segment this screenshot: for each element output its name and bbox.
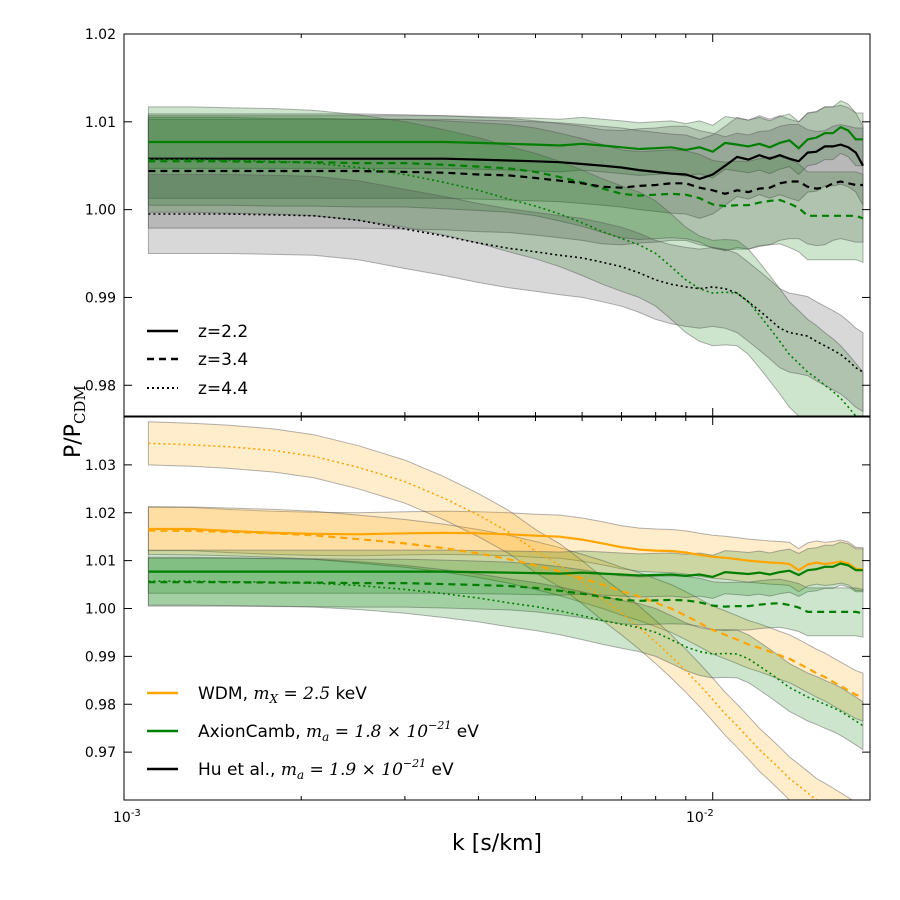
series-line-0-3 <box>148 169 863 195</box>
band-0-1 <box>147 104 864 219</box>
xtick-label-1e-2: 10-2 <box>686 808 714 826</box>
x-tick-labels: 10-3 10-2 <box>113 808 714 826</box>
xtick-label-1e-3: 10-3 <box>113 808 141 826</box>
legend-label-z44: z=4.4 <box>198 379 248 399</box>
series-line-0-1 <box>148 143 864 181</box>
legend-wdm-unit: keV <box>336 684 368 704</box>
bottom-ticks: 0.97 0.98 0.99 1.00 1.01 1.02 1.03 <box>85 417 870 800</box>
ytick-label: 1.02 <box>85 27 116 43</box>
legend-axion-sub: a <box>322 730 329 744</box>
series-line-0-4 <box>148 158 857 416</box>
ytick-label: 1.00 <box>85 602 116 618</box>
bottom-panel: 0.970.980.991.001.011.021.03 WDM, mX = 2… <box>85 416 871 801</box>
band-0-2 <box>147 116 864 264</box>
band-1-5 <box>147 556 864 751</box>
ytick-label: 1.01 <box>85 115 116 131</box>
legend-wdm-sym: m <box>253 684 269 704</box>
series-line-1-1 <box>148 529 864 699</box>
legend-label-axioncamb: AxionCamb, ma = 1.8 × 10−21 eV <box>198 719 479 744</box>
legend-axion-value: = 1.8 × 10 <box>329 722 428 742</box>
legend-wdm-sub: X <box>269 692 279 706</box>
legend-axion-sym: m <box>306 722 322 742</box>
legend-label-hu: Hu et al., ma = 1.9 × 10−21 eV <box>198 757 454 782</box>
band-1-2 <box>147 421 854 800</box>
legend-axion-exp: −21 <box>428 719 451 732</box>
legend-hu-sub: a <box>297 768 304 782</box>
legend-hu-sym: m <box>281 760 297 780</box>
y-axis-label-main: P/P <box>61 424 86 458</box>
top-plot-area <box>147 100 864 416</box>
series-line-1-0 <box>148 527 864 572</box>
legend-axion-unit: eV <box>451 722 479 742</box>
legend-wdm-value: = 2.5 <box>278 684 336 704</box>
xtick-exp: -2 <box>704 808 714 819</box>
ytick-label: 0.98 <box>85 378 116 394</box>
top-legend: z=2.2 z=3.4 z=4.4 <box>147 322 248 399</box>
legend-hu-name: Hu et al., <box>198 760 281 780</box>
xtick-base: 10 <box>686 810 704 826</box>
ytick-label: 0.97 <box>85 745 116 761</box>
top-axes-frame <box>123 33 871 417</box>
x-axis-label: k [s/km] <box>452 831 542 856</box>
legend-hu-value: = 1.9 × 10 <box>304 760 403 780</box>
ytick-label: 0.99 <box>85 649 116 665</box>
series-line-1-5 <box>148 580 864 727</box>
top-ticks: 0.98 0.99 1.00 1.01 1.02 <box>85 27 870 416</box>
legend-label-wdm: WDM, mX = 2.5 keV <box>198 684 367 706</box>
legend-axion-name: AxionCamb, <box>198 722 306 742</box>
ytick-label: 1.03 <box>85 458 116 474</box>
legend-label-z22: z=2.2 <box>198 322 248 342</box>
legend-wdm-name: WDM, <box>198 684 253 704</box>
series-line-1-2 <box>148 442 819 800</box>
legend-label-z34: z=3.4 <box>198 350 248 370</box>
y-axis-label: P/PCDM <box>61 385 89 458</box>
ytick-label: 1.01 <box>85 554 116 570</box>
ytick-label: 1.02 <box>85 506 116 522</box>
band-0-5 <box>147 174 864 413</box>
series-line-1-4 <box>148 581 864 615</box>
legend-hu-unit: eV <box>426 760 454 780</box>
series-line-0-0 <box>148 125 863 153</box>
band-0-4 <box>147 106 864 416</box>
band-1-1 <box>147 505 864 722</box>
series-line-0-2 <box>148 160 864 220</box>
band-1-4 <box>147 557 864 638</box>
y-axis-label-sub: CDM <box>71 385 89 424</box>
xtick-exp: -3 <box>131 808 141 819</box>
bottom-plot-area <box>147 421 864 800</box>
bottom-legend: WDM, mX = 2.5 keV AxionCamb, ma = 1.8 × … <box>147 684 479 782</box>
band-0-3 <box>147 113 864 252</box>
ytick-label: 0.99 <box>85 290 116 306</box>
xtick-base: 10 <box>113 810 131 826</box>
series-line-1-3 <box>148 562 863 579</box>
ytick-label: 1.00 <box>85 203 116 219</box>
band-1-3 <box>147 541 864 599</box>
legend-hu-exp: −21 <box>403 757 426 770</box>
series-line-0-5 <box>148 213 864 373</box>
ytick-label: 0.98 <box>85 697 116 713</box>
band-1-0 <box>147 507 864 593</box>
top-panel: 0.98 0.99 1.00 1.01 1.02 z=2.2 z=3.4 z=4.4 <box>85 27 871 417</box>
